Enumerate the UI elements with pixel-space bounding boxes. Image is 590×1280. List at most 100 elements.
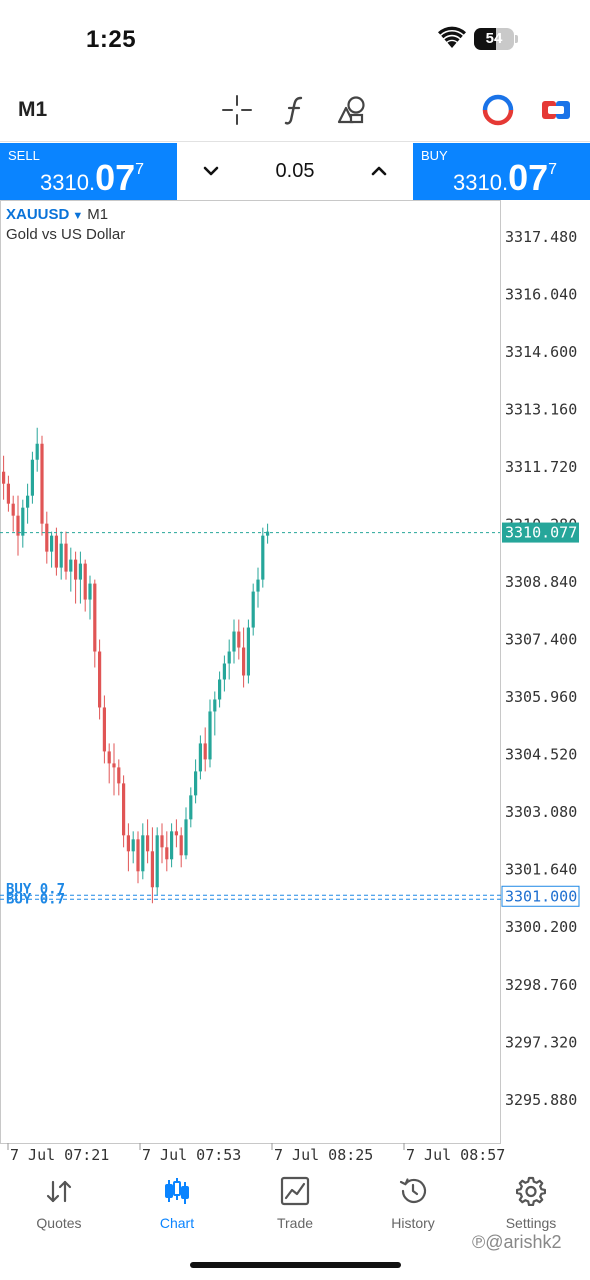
candle [194, 771, 198, 796]
order-tag: BUY 0.7 [6, 891, 65, 907]
candle [6, 483, 10, 504]
home-indicator[interactable] [190, 1262, 401, 1268]
wifi-icon [438, 26, 466, 48]
trade-ticket-icon[interactable] [540, 94, 572, 126]
candle [155, 835, 159, 888]
y-tick-label: 3301.640 [505, 861, 577, 879]
candle [50, 535, 54, 552]
candle [112, 763, 116, 768]
dropdown-triangle-icon: ▼ [72, 210, 84, 222]
candle [170, 831, 174, 860]
y-tick-label: 3311.720 [505, 458, 577, 476]
candle [256, 579, 260, 592]
candle [16, 515, 20, 536]
y-tick-label: 3307.400 [505, 631, 577, 649]
order-price-label: 3301.000 [505, 887, 577, 905]
candle [102, 707, 106, 752]
y-tick-label: 3298.760 [505, 976, 577, 994]
one-click-trading-icon[interactable] [482, 94, 514, 126]
candle [222, 663, 226, 680]
candle [107, 751, 111, 764]
timeframe-selector[interactable]: M1 [18, 98, 48, 121]
candle [98, 651, 102, 708]
chevron-down-icon[interactable] [196, 157, 226, 185]
candle [251, 591, 255, 628]
sell-label: SELL [8, 148, 40, 163]
candle [69, 559, 73, 572]
candle [59, 543, 63, 568]
sell-price: 3310.077 [40, 157, 145, 198]
y-tick-label: 3305.960 [505, 688, 577, 706]
candle [83, 563, 87, 600]
candle [203, 743, 207, 760]
indicators-icon[interactable] [279, 94, 311, 126]
objects-icon[interactable] [336, 94, 368, 126]
x-tick-label: 7 Jul 08:57 [406, 1146, 505, 1164]
current-price-tag [502, 522, 579, 543]
candle [242, 647, 246, 676]
candle [218, 679, 222, 700]
candle [237, 631, 241, 648]
candle [26, 495, 30, 508]
x-tick-label: 7 Jul 08:25 [274, 1146, 373, 1164]
y-tick-label: 3304.520 [505, 746, 577, 764]
candle [74, 559, 78, 580]
crosshair-icon[interactable] [221, 94, 253, 126]
bottom-navigation: Quotes Chart Trade History [0, 1168, 590, 1248]
buy-price: 3310.077 [453, 157, 558, 198]
y-tick-label: 3297.320 [505, 1033, 577, 1051]
candle [165, 847, 169, 860]
candle [174, 831, 178, 836]
candle [146, 835, 150, 852]
watermark-text: ℗@arishk2 [472, 1232, 562, 1252]
buy-button[interactable]: BUY 3310.077 [413, 143, 590, 200]
candle [208, 711, 212, 760]
candle [54, 535, 58, 568]
nav-trade[interactable]: Trade [236, 1168, 354, 1248]
candle [160, 835, 164, 848]
battery-percent: 54 [485, 30, 503, 47]
price-chart[interactable]: 3317.480 3316.040 3314.600 3313.160 3311.720… [0, 200, 590, 1165]
candle [266, 531, 270, 536]
candle [122, 783, 126, 836]
nav-settings[interactable]: Settings [472, 1168, 590, 1248]
candle [126, 835, 130, 852]
x-tick-label: 7 Jul 07:21 [10, 1146, 109, 1164]
history-icon [399, 1178, 427, 1204]
candle [88, 583, 92, 600]
status-time: 1:25 [86, 26, 137, 53]
nav-history[interactable]: History [354, 1168, 472, 1248]
chevron-up-icon[interactable] [364, 157, 394, 185]
y-tick-label: 3295.880 [505, 1091, 577, 1109]
candle [136, 839, 140, 872]
one-click-trade-panel: SELL 3310.077 0.05 BUY 3310.077 [0, 143, 590, 200]
candle [232, 631, 236, 652]
candle [213, 699, 217, 712]
y-tick-label: 3303.080 [505, 803, 577, 821]
chart-candles-icon [165, 1178, 189, 1204]
symbol-description: Gold vs US Dollar [6, 226, 126, 243]
y-tick-label: 3316.040 [505, 285, 577, 303]
candle [189, 795, 193, 820]
y-tick-label: 3314.600 [505, 343, 577, 361]
candle [184, 819, 188, 856]
candle [246, 627, 250, 676]
y-tick-label: 3308.840 [505, 573, 577, 591]
quotes-icon [46, 1180, 72, 1203]
current-price-label: 3310.077 [505, 524, 577, 542]
x-tick-label: 7 Jul 07:53 [142, 1146, 241, 1164]
symbol-code: XAUUSD [6, 206, 70, 223]
volume-value[interactable]: 0.05 [275, 160, 315, 182]
candle [40, 443, 44, 524]
battery-icon: 54 [474, 28, 518, 50]
sell-button[interactable]: SELL 3310.077 [0, 143, 177, 200]
chart-timeframe: M1 [87, 206, 109, 223]
candle [30, 459, 34, 496]
chart-symbol[interactable]: XAUUSD ▼ M1 [6, 206, 108, 223]
candle [64, 543, 68, 572]
nav-quotes[interactable]: Quotes [0, 1168, 118, 1248]
candle [150, 851, 154, 888]
candle [261, 535, 265, 580]
nav-chart[interactable]: Chart [118, 1168, 236, 1248]
candle [45, 523, 49, 552]
